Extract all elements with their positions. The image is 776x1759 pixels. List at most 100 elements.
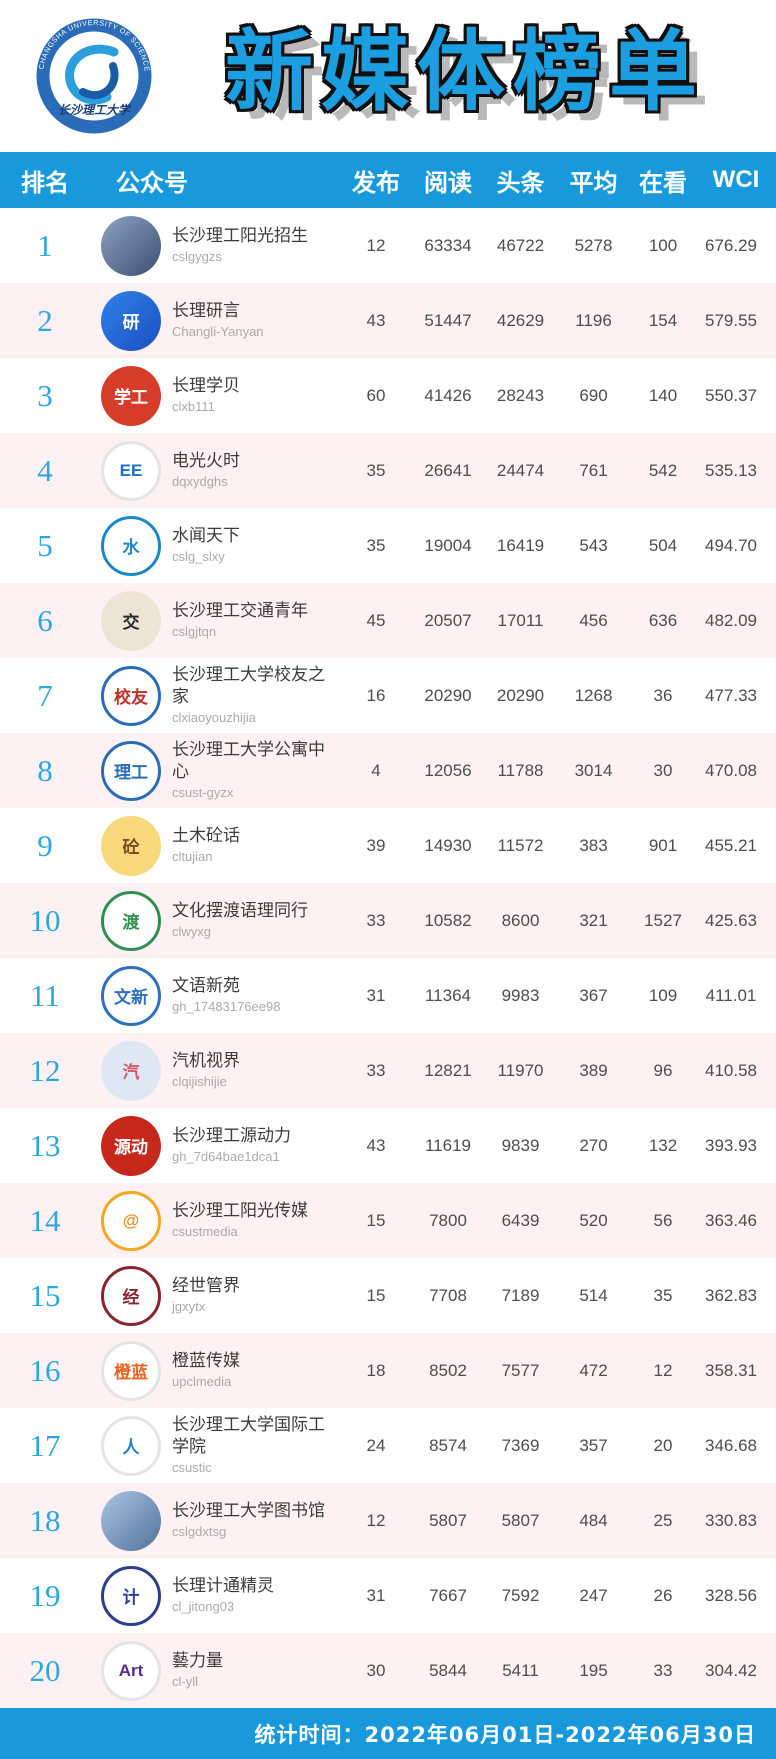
account-id: cslgdxtsg <box>172 1523 227 1539</box>
avatar-glyph: 文新 <box>114 988 148 1007</box>
average-count: 484 <box>579 1510 608 1530</box>
account-avatar: 汽 <box>101 1040 161 1101</box>
read-count: 5844 <box>429 1660 467 1680</box>
top-banner: CHANGSHA UNIVERSITY OF SCIENCE & TECHNOL… <box>0 0 776 152</box>
watching-count: 33 <box>653 1660 673 1680</box>
wci-score: 393.93 <box>705 1135 757 1155</box>
account-name: 藝力量 <box>172 1650 223 1670</box>
wci-score: 579.55 <box>705 310 757 330</box>
avatar-cell: Art <box>90 1640 172 1701</box>
headline-count: 46722 <box>496 235 545 255</box>
rank-number: 10 <box>29 902 61 938</box>
publish-count: 39 <box>366 835 386 855</box>
account-cell: 文语新苑 gh_17483176ee98 <box>172 975 340 1017</box>
account-name: 长沙理工大学公寓中心 <box>172 739 325 781</box>
account-avatar: 砼 <box>101 815 161 876</box>
rank-number: 11 <box>30 977 60 1013</box>
account-avatar: 学工 <box>101 365 161 426</box>
wci-score: 330.83 <box>705 1510 757 1530</box>
avatar-cell: 砼 <box>90 815 172 876</box>
account-cell: 长沙理工交通青年 cslgjtqn <box>172 600 340 642</box>
wci-score: 328.56 <box>705 1585 757 1605</box>
avatar-cell: 汽 <box>90 1040 172 1101</box>
headline-count: 7592 <box>501 1585 540 1605</box>
account-id: cslgygzs <box>172 248 222 264</box>
average-count: 367 <box>579 985 608 1005</box>
publish-count: 33 <box>366 1060 386 1080</box>
account-cell: 长沙理工大学图书馆 cslgdxtsg <box>172 1500 340 1542</box>
wci-score: 358.31 <box>705 1360 757 1380</box>
logo-bottom-text: 长沙理工大学 <box>58 103 132 117</box>
col-header-rank: 排名 <box>21 169 69 197</box>
account-avatar <box>101 215 161 276</box>
account-cell: 长沙理工源动力 gh_7d64bae1dca1 <box>172 1125 340 1167</box>
avatar-cell: 人 <box>90 1415 172 1476</box>
account-name: 经世管界 <box>172 1275 240 1295</box>
watching-count: 109 <box>648 985 678 1005</box>
headline-count: 11970 <box>497 1060 544 1080</box>
headline-count: 24474 <box>496 460 545 480</box>
account-cell: 长理研言 Changli-Yanyan <box>172 300 340 342</box>
wci-score: 477.33 <box>705 685 757 705</box>
wci-score: 482.09 <box>705 610 757 630</box>
watching-count: 25 <box>653 1510 673 1530</box>
account-cell: 长理学贝 clxb111 <box>172 375 340 417</box>
account-name: 长沙理工阳光招生 <box>172 225 308 245</box>
watching-count: 56 <box>653 1210 673 1230</box>
publish-count: 15 <box>366 1285 386 1305</box>
wci-score: 304.42 <box>705 1660 757 1680</box>
account-id: cslgjtqn <box>172 623 217 639</box>
avatar-glyph: 源动 <box>114 1138 148 1157</box>
table-row: 2 研 长理研言 Changli-Yanyan 43 51447 42629 1… <box>0 283 776 358</box>
avatar-glyph: 校友 <box>114 688 148 707</box>
col-header-read: 阅读 <box>424 169 472 197</box>
watching-count: 154 <box>648 310 678 330</box>
headline-count: 20290 <box>496 685 545 705</box>
table-row: 1 长沙理工阳光招生 cslgygzs 12 63334 46722 5278 … <box>0 208 776 283</box>
account-avatar: 人 <box>101 1415 161 1476</box>
watching-count: 140 <box>648 385 678 405</box>
average-count: 1268 <box>574 685 613 705</box>
account-cell: 经世管界 jgxytx <box>172 1275 340 1317</box>
account-name: 水闻天下 <box>172 525 240 545</box>
rank-number: 18 <box>29 1502 61 1538</box>
read-count: 5807 <box>429 1510 467 1530</box>
account-name: 土木砼话 <box>172 825 240 845</box>
account-name: 汽机视界 <box>172 1050 240 1070</box>
average-count: 472 <box>579 1360 608 1380</box>
account-name: 橙蓝传媒 <box>172 1350 240 1370</box>
watching-count: 35 <box>653 1285 673 1305</box>
average-count: 247 <box>579 1585 608 1605</box>
wci-score: 470.08 <box>705 760 757 780</box>
avatar-glyph: 汽 <box>122 1063 140 1082</box>
watching-count: 504 <box>648 535 678 555</box>
headline-count: 7577 <box>501 1360 540 1380</box>
rank-number: 19 <box>29 1577 61 1613</box>
rank-number: 16 <box>29 1352 61 1388</box>
account-cell: 长沙理工大学公寓中心 csust-gyzx <box>172 739 340 803</box>
account-cell: 橙蓝传媒 upclmedia <box>172 1350 340 1392</box>
avatar-cell: 水 <box>90 515 172 576</box>
headline-count: 7369 <box>501 1435 540 1455</box>
account-name: 长沙理工源动力 <box>172 1125 291 1145</box>
account-id: clwyxg <box>172 923 212 939</box>
average-count: 761 <box>579 460 608 480</box>
account-name: 长理学贝 <box>172 375 240 395</box>
rank-number: 14 <box>29 1202 61 1238</box>
table-row: 13 源动 长沙理工源动力 gh_7d64bae1dca1 43 11619 9… <box>0 1108 776 1183</box>
account-id: clxb111 <box>172 398 215 414</box>
wci-score: 535.13 <box>705 460 757 480</box>
account-name: 文语新苑 <box>172 975 240 995</box>
avatar-glyph: @ <box>122 1210 140 1230</box>
account-avatar: 研 <box>101 290 161 351</box>
rank-number: 5 <box>37 527 53 563</box>
avatar-cell: @ <box>90 1190 172 1251</box>
avatar-cell: 计 <box>90 1565 172 1626</box>
account-avatar: 水 <box>101 515 161 576</box>
account-cell: 长沙理工阳光招生 cslgygzs <box>172 225 340 267</box>
read-count: 19004 <box>424 535 472 555</box>
watching-count: 96 <box>653 1060 673 1080</box>
average-count: 270 <box>579 1135 608 1155</box>
table-row: 18 长沙理工大学图书馆 cslgdxtsg 12 5807 5807 484 … <box>0 1483 776 1558</box>
account-avatar: 经 <box>101 1265 161 1326</box>
